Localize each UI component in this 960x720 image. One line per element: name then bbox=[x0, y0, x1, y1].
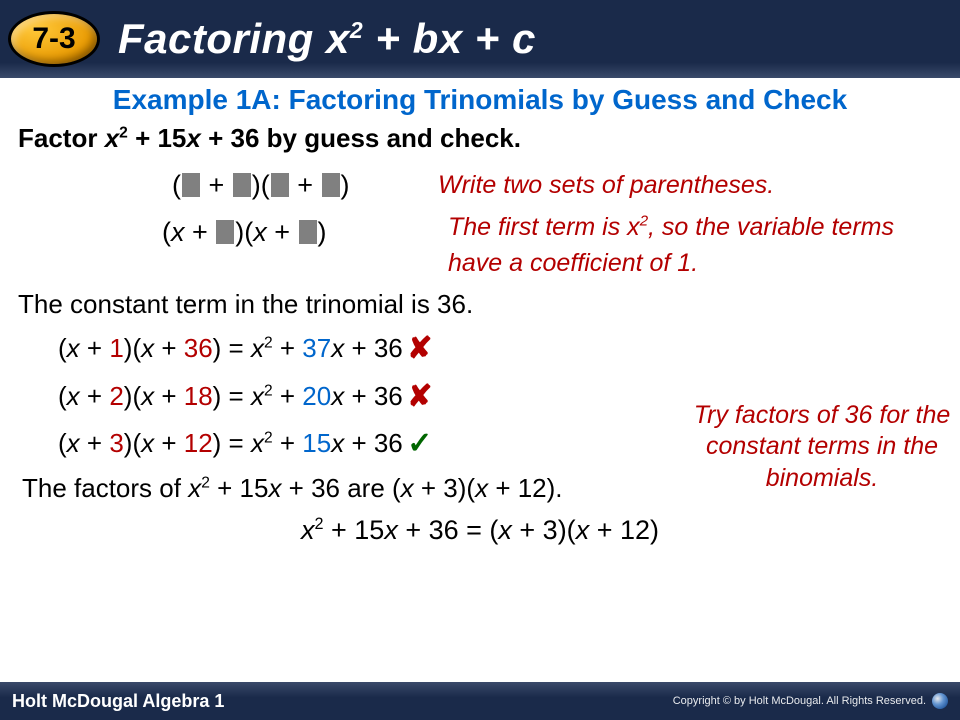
footer-book: Holt McDougal Algebra 1 bbox=[12, 691, 224, 712]
check-icon: ✓ bbox=[403, 422, 437, 466]
fl-v2: x bbox=[268, 473, 281, 503]
prompt-text2: + 15 bbox=[128, 123, 187, 153]
note-first-term: The first term is x2, so the variable te… bbox=[448, 209, 928, 282]
publisher-logo-icon bbox=[932, 693, 948, 709]
fe-2: + 36 = ( bbox=[398, 515, 499, 545]
blank-box bbox=[299, 220, 317, 244]
fl-2: + 15 bbox=[210, 473, 269, 503]
fl-4: + 3)( bbox=[414, 473, 475, 503]
fe-v2: x bbox=[384, 515, 398, 545]
trial-equation: (x + 1)(x + 36) = x2 + 37x + 36 bbox=[58, 330, 403, 368]
title-prefix: Factoring bbox=[118, 15, 326, 62]
prompt-var2: x bbox=[186, 123, 200, 153]
blank-box bbox=[216, 220, 234, 244]
slide-title: Factoring x2 + bx + c bbox=[118, 15, 536, 63]
cross-icon: ✘ bbox=[403, 375, 437, 419]
cross-icon: ✘ bbox=[403, 327, 437, 371]
fe-4: + 12) bbox=[589, 515, 659, 545]
fl-e: 2 bbox=[201, 474, 210, 491]
slide-footer: Holt McDougal Algebra 1 Copyright © by H… bbox=[0, 682, 960, 720]
note-parentheses: Write two sets of parentheses. bbox=[438, 167, 774, 203]
x-template-row: (x + )(x + ) The first term is x2, so th… bbox=[162, 209, 948, 282]
prompt-exp: 2 bbox=[119, 125, 128, 142]
note2-exp: 2 bbox=[640, 213, 648, 230]
fe-v1: x bbox=[301, 515, 315, 545]
fl-1: The factors of bbox=[22, 473, 188, 503]
title-suffix: + bx + c bbox=[363, 15, 536, 62]
x-blank-template: (x + )(x + ) bbox=[162, 209, 432, 252]
note2a: The first term is x bbox=[448, 213, 640, 241]
footer-copyright: Copyright © by Holt McDougal. All Rights… bbox=[673, 693, 948, 709]
title-var: x bbox=[326, 15, 350, 62]
parentheses-template-row: ( + )( + ) Write two sets of parentheses… bbox=[172, 166, 948, 205]
fl-3: + 36 are ( bbox=[281, 473, 400, 503]
trial-equation: (x + 2)(x + 18) = x2 + 20x + 36 bbox=[58, 378, 403, 416]
prompt-text1: Factor bbox=[18, 123, 105, 153]
final-equation: x2 + 15x + 36 = (x + 3)(x + 12) bbox=[12, 511, 948, 550]
fl-v3: x bbox=[401, 473, 414, 503]
trial-row: (x + 1)(x + 36) = x2 + 37x + 36✘ bbox=[58, 327, 948, 371]
blank-box bbox=[271, 173, 289, 197]
lesson-badge: 7-3 bbox=[8, 11, 100, 67]
slide-content: Example 1A: Factoring Trinomials by Gues… bbox=[0, 78, 960, 551]
blank-box bbox=[233, 173, 251, 197]
prompt-var1: x bbox=[105, 123, 119, 153]
fl-v1: x bbox=[188, 473, 201, 503]
lesson-number: 7-3 bbox=[32, 22, 75, 56]
fe-1: + 15 bbox=[324, 515, 385, 545]
example-title: Example 1A: Factoring Trinomials by Gues… bbox=[70, 84, 890, 116]
copyright-text: Copyright © by Holt McDougal. All Rights… bbox=[673, 695, 926, 707]
fe-e: 2 bbox=[315, 515, 324, 533]
fl-v4: x bbox=[475, 473, 488, 503]
fe-v4: x bbox=[576, 515, 590, 545]
prompt-text3: + 36 by guess and check. bbox=[201, 123, 521, 153]
fe-v3: x bbox=[498, 515, 512, 545]
slide-header: 7-3 Factoring x2 + bx + c bbox=[0, 0, 960, 78]
try-factors-note: Try factors of 36 for the constant terms… bbox=[692, 400, 952, 494]
constant-term-line: The constant term in the trinomial is 36… bbox=[18, 286, 948, 324]
factor-prompt: Factor x2 + 15x + 36 by guess and check. bbox=[18, 120, 948, 158]
fe-3: + 3)( bbox=[512, 515, 576, 545]
blank-box bbox=[182, 173, 200, 197]
blank-box bbox=[322, 173, 340, 197]
fl-5: + 12). bbox=[488, 473, 562, 503]
blank-template: ( + )( + ) bbox=[172, 166, 422, 205]
title-exp: 2 bbox=[350, 17, 363, 43]
trial-equation: (x + 3)(x + 12) = x2 + 15x + 36 bbox=[58, 425, 403, 463]
